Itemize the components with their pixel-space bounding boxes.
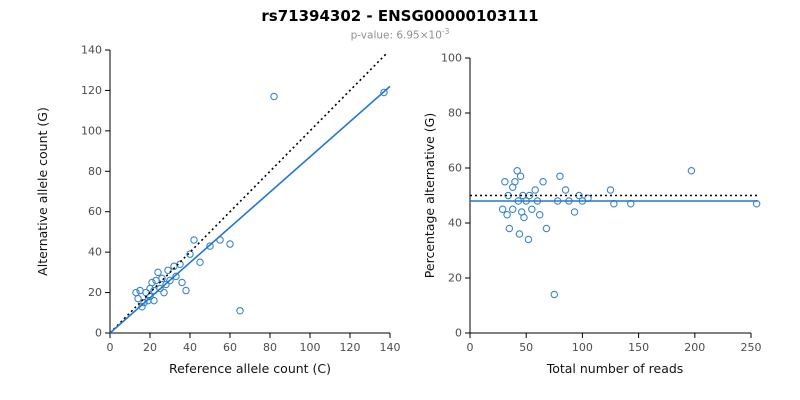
data-point: [196, 258, 204, 267]
data-point: [505, 224, 514, 233]
chart-subtitle: p-value: 6.95×10-3: [0, 27, 800, 42]
data-point: [160, 288, 168, 297]
scatter-plot-percentage-vs-reads: 0 20 40 60 80 100 0 50 100 150 200 250 Total number …: [422, 52, 762, 377]
x-tick-label: 50: [519, 341, 533, 354]
x-tick-label: 0: [467, 341, 474, 354]
data-point: [556, 172, 564, 181]
y-tick-label: 0: [455, 327, 462, 340]
y-tick-label: 100: [441, 52, 462, 65]
x-tick-label: 20: [143, 341, 157, 354]
y-tick-label: 120: [81, 84, 102, 97]
data-point: [513, 167, 521, 175]
data-point: [172, 272, 180, 281]
data-point: [542, 224, 551, 233]
pvalue-exponent: -3: [441, 27, 450, 36]
y-tick-label: 100: [81, 124, 102, 137]
y-tick-label: 80: [448, 107, 462, 120]
data-point: [498, 205, 507, 214]
chart-title: rs71394302 - ENSG00000103111: [261, 7, 539, 25]
data-point: [511, 178, 519, 186]
data-point: [176, 260, 184, 269]
data-point: [166, 276, 174, 285]
data-point: [134, 294, 142, 303]
y-tick-label: 20: [448, 272, 462, 285]
data-point: [158, 274, 166, 283]
data-point: [606, 186, 615, 194]
data-point: [154, 268, 162, 277]
x-tick-label: 0: [107, 341, 114, 354]
y-tick-label: 40: [88, 246, 102, 259]
data-point: [528, 205, 536, 214]
data-point: [164, 266, 172, 275]
data-point: [186, 250, 194, 258]
x-tick-label: 40: [183, 341, 197, 354]
data-point: [148, 278, 156, 287]
y-tick-label: 60: [448, 162, 462, 175]
y-axis-title: Alternative allele count (G): [35, 107, 50, 276]
data-point: [550, 290, 559, 299]
x-tick-label: 250: [741, 341, 762, 354]
data-point: [570, 208, 579, 216]
y-tick-label: 40: [448, 217, 462, 230]
data-point: [162, 280, 170, 289]
data-point: [561, 186, 570, 194]
data-point: [501, 178, 509, 186]
x-axis-title: Total number of reads: [546, 361, 684, 376]
data-point: [150, 296, 158, 305]
y-tick-label: 80: [88, 165, 102, 178]
x-tick-label: 140: [380, 341, 401, 354]
y-tick-label: 20: [88, 286, 102, 299]
identity-line: [109, 53, 387, 334]
x-tick-label: 80: [263, 341, 277, 354]
y-axis-title: Percentage alternative (G): [422, 113, 437, 278]
data-point: [178, 278, 186, 287]
x-axis-title: Reference allele count (C): [169, 361, 331, 376]
y-tick-label: 0: [95, 327, 102, 340]
x-tick-label: 120: [340, 341, 361, 354]
data-point: [270, 92, 278, 101]
x-tick-label: 60: [223, 341, 237, 354]
x-tick-label: 200: [684, 341, 705, 354]
data-point: [190, 236, 198, 244]
fit-line: [109, 85, 391, 334]
data-point: [236, 307, 244, 315]
data-point: [182, 286, 190, 295]
x-tick-label: 150: [628, 341, 649, 354]
data-point: [503, 211, 511, 219]
data-point: [516, 172, 525, 181]
data-point: [539, 178, 547, 186]
data-point: [520, 213, 528, 222]
y-tick-label: 60: [88, 205, 102, 218]
figure-header: rs71394302 - ENSG00000103111 p-value: 6.…: [0, 0, 800, 42]
x-tick-label: 100: [300, 341, 321, 354]
pvalue-text: p-value: 6.95×10: [350, 29, 442, 42]
data-point: [524, 235, 533, 244]
data-point: [206, 242, 214, 250]
y-tick-label: 140: [81, 44, 102, 57]
data-point: [140, 298, 148, 307]
x-tick-label: 100: [572, 341, 593, 354]
data-point: [226, 240, 234, 248]
data-point: [508, 205, 517, 214]
data-point: [531, 186, 539, 194]
data-point: [142, 288, 150, 297]
data-point: [380, 88, 388, 97]
data-point: [156, 284, 164, 293]
charts-row: 0 20 40 60 80 100 120 140 0 20 40 60 80 100 120 140 Refe…: [25, 38, 795, 390]
data-point: [687, 167, 696, 175]
data-point: [535, 211, 544, 219]
data-point: [515, 230, 524, 238]
scatter-plot-allele-counts: 0 20 40 60 80 100 120 140 0 20 40 60 80 100 120 140 Refe…: [35, 44, 401, 377]
